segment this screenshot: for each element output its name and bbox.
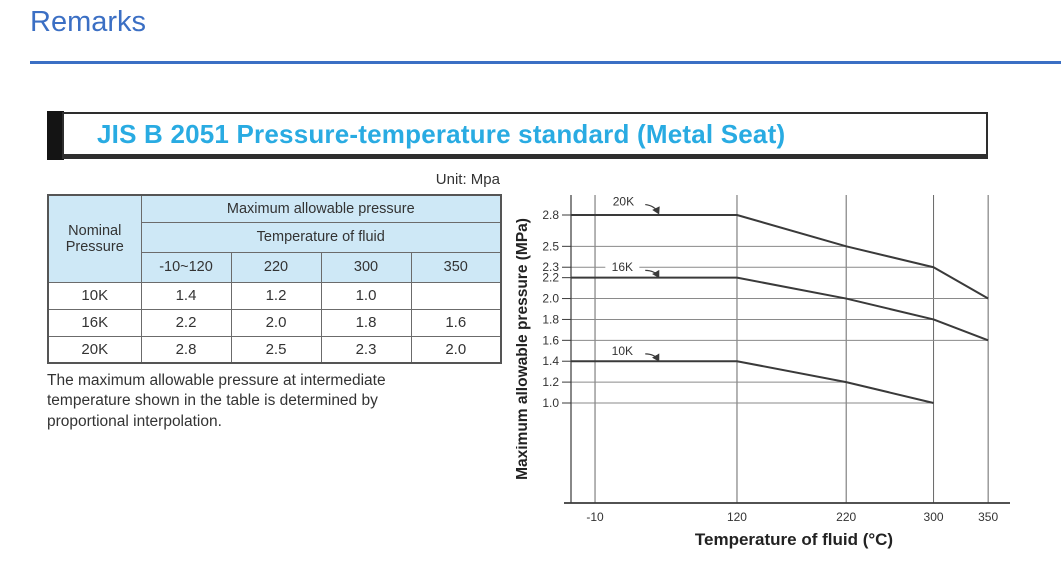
section-title-bar: JIS B 2051 Pressure-temperature standard… (47, 111, 988, 160)
pressure-value: 2.0 (230, 308, 322, 337)
chart-canvas: 2.8 2.5 2.32.2 2.0 1.8 1.6 1.4 1.2 1.0 -10 120 220 3… (516, 193, 1010, 549)
row-label: 20K (47, 335, 142, 364)
x-tick-label: 350 (978, 510, 998, 524)
row-label: 10K (47, 281, 142, 310)
pressure-value: 2.3 (320, 335, 412, 364)
header-divider (30, 61, 1061, 64)
temp-column-header: 350 (410, 251, 502, 283)
pressure-table: Nominal Pressure Maximum allowable press… (47, 194, 503, 364)
x-axis-title: Temperature of fluid (°C) (695, 530, 893, 549)
pressure-value: 2.5 (230, 335, 322, 364)
table-corner-header: Nominal Pressure (47, 194, 142, 283)
y-tick-label: 2.5 (542, 239, 559, 253)
series-label-arrow (645, 269, 660, 279)
temp-column-header: 220 (230, 251, 322, 283)
unit-label: Unit: Mpa (435, 171, 500, 188)
series-label-bg (605, 259, 640, 276)
series-line-20K (571, 214, 989, 300)
y-tick-label: 1.6 (542, 333, 559, 347)
pressure-temperature-chart: 2.8 2.5 2.3 2.2 2.0 1.8 1.6 1.4 1.2 1.0 -10 120 220 3… (516, 178, 1061, 570)
pressure-value: 1.4 (140, 281, 232, 310)
pressure-value: 1.2 (230, 281, 322, 310)
table-sub-header: Temperature of fluid (140, 221, 502, 253)
temp-column-header: 300 (320, 251, 412, 283)
y-tick-label: 2.2 (542, 271, 559, 285)
table-note: The maximum allowable pressure at interm… (47, 372, 386, 430)
series-label-arrow (645, 203, 660, 215)
table-group-header: Maximum allowable pressure (140, 194, 502, 223)
x-tick-label: -10 (586, 510, 604, 524)
y-axis-title: Maximum allowable pressure (MPa) (516, 218, 531, 480)
y-tick-label: 1.2 (542, 375, 559, 389)
row-label: 16K (47, 308, 142, 337)
pressure-value: 1.0 (320, 281, 412, 310)
page-title: Remarks (30, 6, 147, 38)
y-tick-label: 2.0 (542, 292, 559, 306)
y-tick-label: 2.8 (542, 208, 559, 222)
series-label-16K: 16K (612, 260, 633, 274)
section-title: JIS B 2051 Pressure-temperature standard… (97, 118, 786, 149)
table-row: 10K 1.4 1.2 1.0 (47, 281, 502, 310)
pressure-value: 2.2 (140, 308, 232, 337)
series-label-bg (605, 342, 640, 359)
y-tick-label: 2.3 (542, 260, 559, 274)
pressure-value: 2.0 (410, 335, 502, 364)
temp-column-header: -10~120 (140, 251, 232, 283)
y-tick-label: 1.0 (542, 396, 559, 410)
series-label-bg (606, 193, 641, 210)
table-row: 16K 2.2 2.0 1.8 1.6 (47, 308, 502, 337)
pressure-value: 2.8 (140, 335, 232, 364)
x-tick-label: 120 (727, 510, 747, 524)
y-tick-label: 1.8 (542, 312, 559, 326)
section-title-box: JIS B 2051 Pressure-temperature standard… (62, 112, 988, 159)
pressure-value: 1.8 (320, 308, 412, 337)
series-line-10K (571, 360, 934, 404)
pressure-value: 1.6 (410, 308, 502, 337)
pressure-value (410, 281, 502, 310)
x-tick-label: 300 (924, 510, 944, 524)
series-label-20K: 20K (613, 194, 634, 208)
y-tick-label: 1.4 (542, 354, 559, 368)
x-tick-label: 220 (836, 510, 856, 524)
series-line-16K (571, 276, 989, 342)
series-label-arrow (645, 353, 660, 362)
title-accent-block (47, 111, 64, 160)
table-row: 20K 2.8 2.5 2.3 2.0 (47, 335, 502, 364)
series-label-10K: 10K (612, 344, 633, 358)
